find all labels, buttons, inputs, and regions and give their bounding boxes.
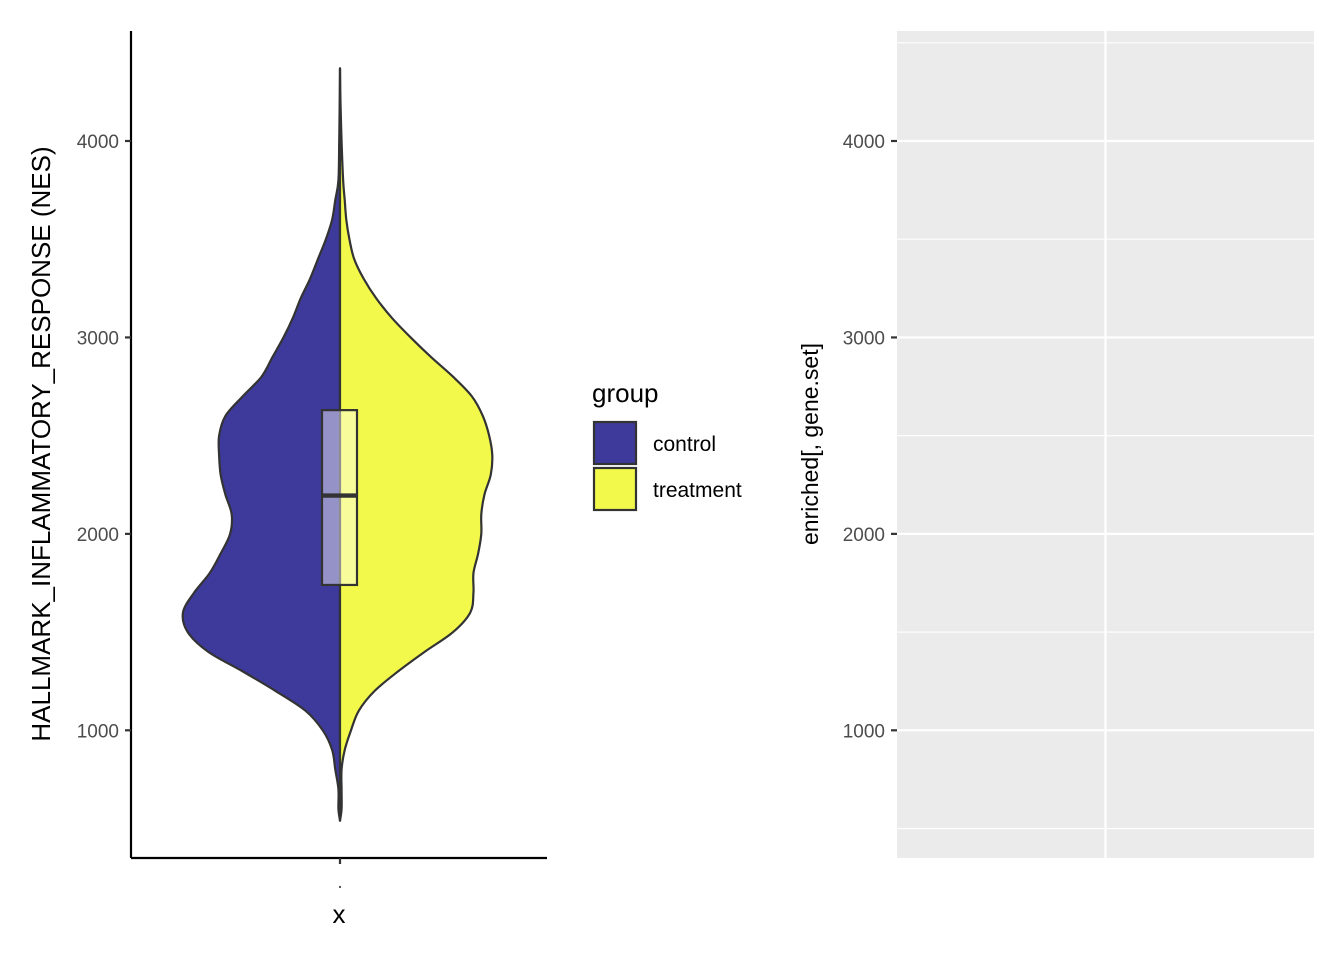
y-tick-label: 2000 [77, 525, 119, 546]
legend-entries: control treatment [592, 420, 742, 512]
y-tick-label: 1000 [77, 721, 119, 742]
legend: group control treatment [592, 378, 742, 512]
y-tick-label: 3000 [77, 328, 119, 349]
x-ticks: . [337, 858, 343, 893]
legend-title: group [592, 378, 659, 408]
y-ticks: 1000 2000 3000 4000 [77, 132, 131, 742]
violin-control [181, 67, 342, 822]
violin-shapes [181, 67, 494, 822]
x-tick-label: . [337, 872, 342, 893]
y-axis-label: HALLMARK_INFLAMMATORY_RESPONSE (NES) [26, 146, 56, 741]
y-tick-label: 2000 [843, 525, 885, 546]
violin-treatment [338, 67, 494, 822]
y-tick-label: 3000 [843, 328, 885, 349]
legend-label-control: control [653, 433, 716, 456]
violin-panel: 1000 2000 3000 4000 . HALLMARK_INFLAMMATORY… [26, 31, 547, 929]
y-tick-label: 1000 [843, 721, 885, 742]
y-ticks: 1000 2000 3000 4000 [843, 132, 897, 742]
legend-swatch-control [592, 420, 638, 466]
y-axis-label: enriched[, gene.set] [797, 343, 823, 545]
y-tick-label: 4000 [77, 132, 119, 153]
y-tick-label: 4000 [843, 132, 885, 153]
boxplot [320, 409, 359, 587]
grid-lines [897, 31, 1314, 858]
legend-swatch-treatment [592, 466, 638, 512]
empty-panel: 1000 2000 3000 4000 enriched[, gene.set] [797, 31, 1314, 858]
x-axis-label: x [333, 899, 346, 929]
legend-label-treatment: treatment [653, 479, 742, 502]
